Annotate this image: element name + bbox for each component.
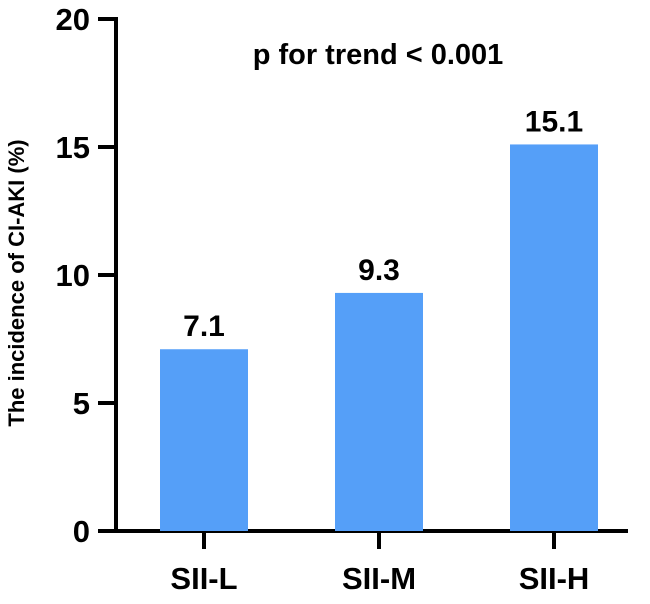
bar-sii-m (335, 292, 423, 531)
data-labels: 7.1 9.3 15.1 (183, 105, 583, 343)
category-labels: SII-L SII-M SII-H (170, 561, 589, 596)
category-label-sii-m: SII-M (342, 561, 416, 596)
y-tick-label-20: 20 (56, 2, 90, 37)
trend-annotation: p for trend < 0.001 (253, 39, 504, 71)
y-tick-label-5: 5 (73, 386, 90, 421)
category-label-sii-h: SII-H (519, 561, 590, 596)
y-tick-label-10: 10 (56, 258, 90, 293)
category-label-sii-l: SII-L (170, 561, 237, 596)
data-label-sii-m: 9.3 (358, 254, 400, 287)
y-tick-label-15: 15 (56, 130, 90, 165)
bar-sii-h (510, 144, 598, 531)
data-label-sii-h: 15.1 (525, 105, 583, 138)
data-label-sii-l: 7.1 (183, 310, 225, 343)
bars (160, 144, 598, 531)
x-axis (114, 529, 628, 549)
y-tick-label-0: 0 (73, 514, 90, 549)
bar-sii-l (160, 349, 248, 531)
y-axis: 0 5 10 15 20 (56, 2, 118, 549)
y-axis-title: The incidence of CI-AKI (%) (4, 139, 29, 426)
